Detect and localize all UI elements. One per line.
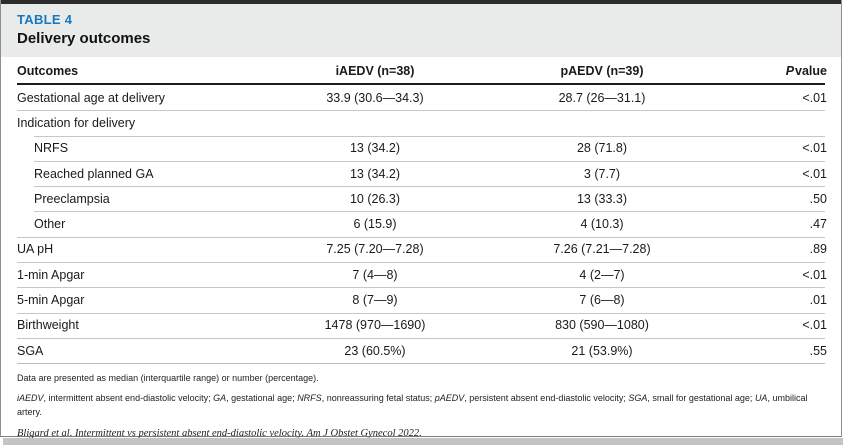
row-label: UA pH [17, 242, 54, 257]
table-row: Preeclampsia 10 (26.3) 13 (33.3) .50 [17, 186, 827, 211]
table-row: Indication for delivery [17, 110, 825, 135]
table-row: UA pH 7.25 (7.20—7.28) 7.26 (7.21—7.28) … [17, 236, 827, 262]
abbr-paedv: pAEDV [434, 393, 465, 404]
table-row: Gestational age at delivery 33.9 (30.6—3… [17, 85, 827, 110]
row-label: Indication for delivery [17, 115, 136, 130]
paedv-value: 7.26 (7.21—7.28) [553, 242, 651, 257]
iaedv-value: 33.9 (30.6—34.3) [326, 90, 424, 105]
iaedv-value: 7.25 (7.20—7.28) [326, 242, 424, 257]
page-title: Delivery outcomes [17, 30, 151, 47]
abbr-ga: GA [213, 393, 227, 404]
table-row: NRFS 13 (34.2) 28 (71.8) <.01 [17, 135, 827, 161]
abbr-nrfs: NRFS [297, 393, 322, 404]
p-value: <.01 [802, 318, 827, 333]
row-label: SGA [17, 343, 44, 358]
abbr-text: , nonreassuring fetal status; [321, 393, 435, 404]
row-label: Preeclampsia [34, 191, 110, 206]
table-footnotes: Data are presented as median (interquart… [17, 364, 825, 440]
row-label: 1-min Apgar [17, 267, 85, 282]
p-value: .89 [809, 242, 827, 257]
table-content: Outcomes iAEDV (n=38) pAEDV (n=39) Pvalu… [1, 57, 841, 440]
table-row: Other 6 (15.9) 4 (10.3) .47 [17, 211, 827, 236]
table-header-row: Outcomes iAEDV (n=38) pAEDV (n=39) Pvalu… [17, 57, 827, 85]
footnote-abbreviations: iAEDV, intermittent absent end-diastolic… [17, 391, 825, 419]
panel-bottom-shadow [3, 438, 843, 445]
column-header-pvalue: Pvalue [717, 64, 827, 78]
p-italic: P [785, 64, 795, 78]
table-row: Birthweight 1478 (970—1690) 830 (590—108… [17, 312, 827, 338]
row-label: Other [34, 217, 66, 232]
row-label: NRFS [34, 141, 69, 156]
iaedv-value: 10 (26.3) [349, 191, 401, 206]
table-row: 5-min Apgar 8 (7—9) 7 (6—8) .01 [17, 287, 827, 312]
paedv-value: 28 (71.8) [576, 141, 628, 156]
row-label: Gestational age at delivery [17, 90, 166, 105]
table-row: Reached planned GA 13 (34.2) 3 (7.7) <.0… [17, 160, 827, 186]
abbr-iaedv: iAEDV [17, 393, 44, 404]
paedv-value: 13 (33.3) [576, 191, 628, 206]
abbr-text: , intermittent absent end-diastolic velo… [43, 393, 214, 404]
table-row: SGA 23 (60.5%) 21 (53.9%) .55 [17, 337, 827, 363]
p-value: <.01 [802, 166, 827, 181]
iaedv-value: 1478 (970—1690) [324, 318, 426, 333]
iaedv-value: 13 (34.2) [349, 141, 401, 156]
paedv-value: 28.7 (26—31.1) [558, 90, 646, 105]
paedv-value: 21 (53.9%) [571, 343, 633, 358]
row-label: Birthweight [17, 318, 79, 333]
p-value: <.01 [802, 90, 827, 105]
iaedv-value: 13 (34.2) [349, 166, 401, 181]
paedv-value: 830 (590—1080) [555, 318, 649, 333]
abbr-ua: UA [754, 393, 768, 404]
citation: Bligard et al. Intermittent vs persisten… [17, 428, 422, 440]
p-value: .47 [809, 217, 827, 232]
abbr-text: , umbilical artery. [17, 393, 808, 418]
abbr-text: , gestational age; [226, 393, 298, 404]
iaedv-value: 6 (15.9) [353, 217, 397, 232]
abbr-sga: SGA [628, 393, 648, 404]
table-top-rule [1, 0, 841, 4]
row-label: 5-min Apgar [17, 293, 85, 308]
p-value: .01 [809, 293, 827, 308]
p-rest: value [795, 64, 827, 78]
table-title-band: TABLE 4 Delivery outcomes [1, 4, 841, 57]
column-header-outcomes: Outcomes [17, 64, 79, 78]
table-row: 1-min Apgar 7 (4—8) 4 (2—7) <.01 [17, 262, 827, 287]
column-header-iaedv: iAEDV (n=38) [335, 64, 415, 78]
p-value: <.01 [802, 141, 827, 156]
iaedv-value: 7 (4—8) [352, 267, 398, 282]
iaedv-value: 23 (60.5%) [344, 343, 406, 358]
paedv-value: 3 (7.7) [583, 166, 621, 181]
abbr-text: , persistent absent end-diastolic veloci… [464, 393, 629, 404]
paedv-value: 4 (10.3) [580, 217, 624, 232]
footnote-presentation: Data are presented as median (interquart… [17, 373, 319, 384]
p-value: .50 [809, 191, 827, 206]
table-tag: TABLE 4 [17, 12, 73, 27]
iaedv-value: 8 (7—9) [352, 293, 398, 308]
abbr-text: , small for gestational age; [647, 393, 755, 404]
paedv-value: 7 (6—8) [579, 293, 625, 308]
paedv-value: 4 (2—7) [579, 267, 625, 282]
column-header-paedv: pAEDV (n=39) [560, 64, 644, 78]
table-body: Gestational age at delivery 33.9 (30.6—3… [17, 85, 827, 365]
p-value: <.01 [802, 267, 827, 282]
row-label: Reached planned GA [34, 166, 154, 181]
p-value: .55 [809, 343, 827, 358]
